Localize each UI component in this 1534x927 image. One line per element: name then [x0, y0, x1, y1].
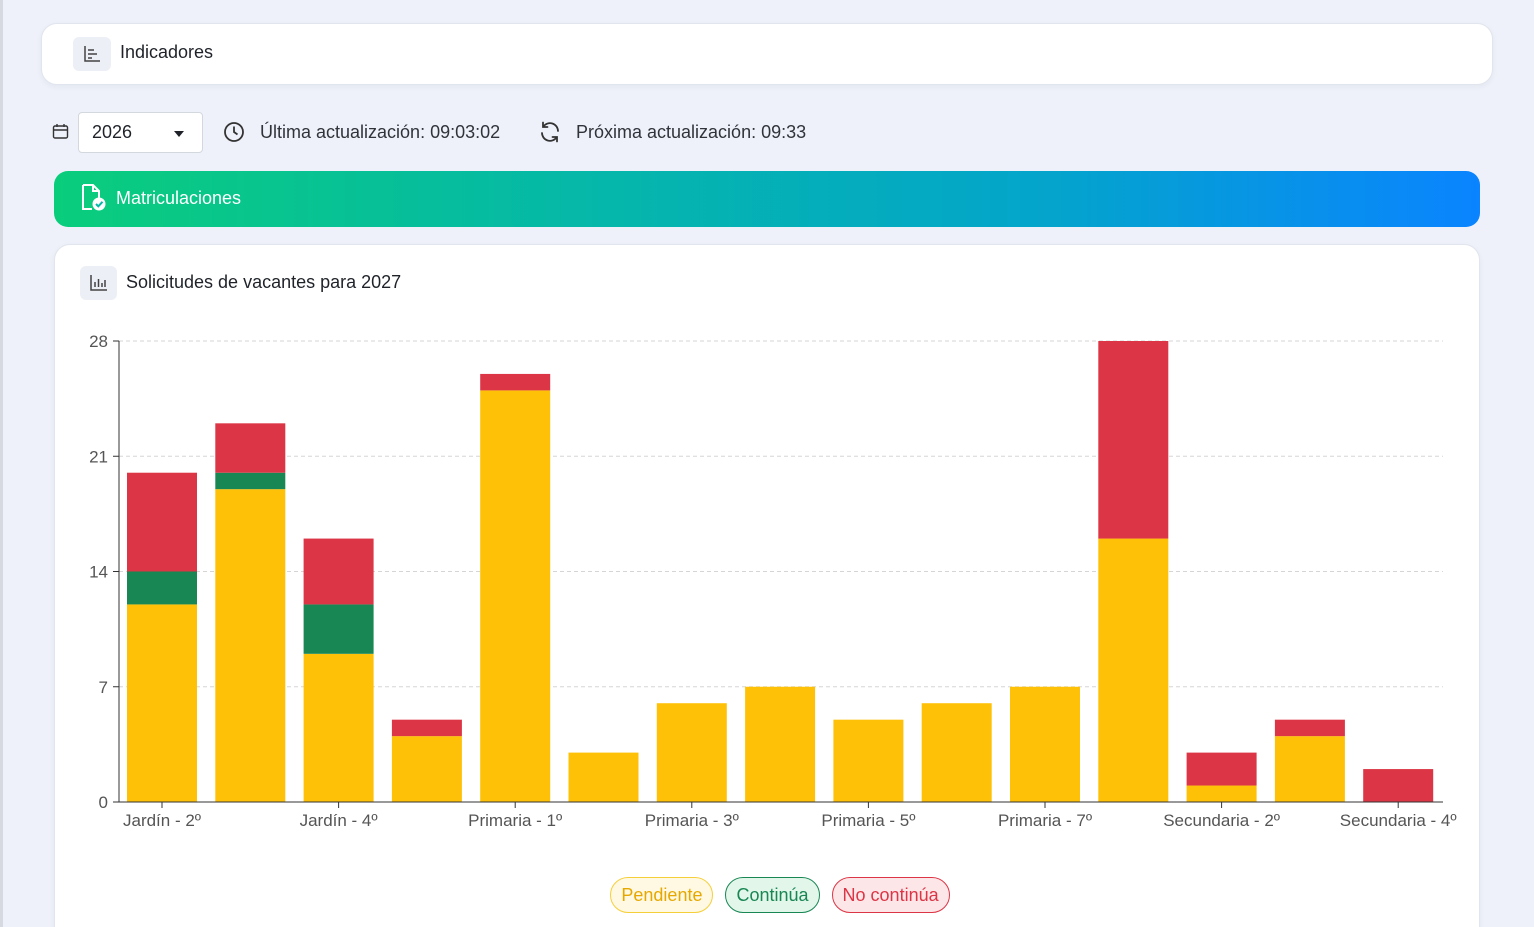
file-check-icon [79, 183, 109, 218]
bar-13-series-1[interactable] [1186, 785, 1257, 802]
bar-14-series-3[interactable] [1274, 719, 1345, 737]
x-tick-label-3: Jardín - 4º [300, 811, 378, 830]
x-tick-label-7: Primaria - 3º [645, 811, 739, 830]
stacked-bar-chart: 0 7 14 21 28 Jardín - 2º Jardín - 4º Primaria -… [89, 332, 1457, 830]
bar-13-series-3[interactable] [1186, 752, 1257, 786]
bar-3-series-3[interactable] [303, 538, 374, 605]
bar-4-series-1[interactable] [391, 736, 462, 802]
x-tick-label-5: Primaria - 1º [468, 811, 562, 830]
bar-4-series-3[interactable] [391, 719, 462, 737]
y-tick-label-0: 0 [99, 793, 108, 812]
banner-title: Matriculaciones [116, 188, 242, 208]
calendar-icon [52, 123, 69, 145]
year-select[interactable]: 2026 [78, 112, 203, 153]
last-update-text: Última actualización: 09:03:02 [260, 122, 501, 142]
bar-2-series-3[interactable] [215, 423, 286, 473]
bar-1-series-2[interactable] [127, 571, 197, 605]
y-tick-label-1: 7 [99, 678, 108, 697]
bar-2-series-1[interactable] [215, 489, 286, 802]
chevron-down-icon [174, 131, 184, 137]
clock-icon [223, 121, 245, 148]
next-update-text: Próxima actualización: 09:33 [576, 122, 807, 142]
x-tick-label-1: Jardín - 2º [123, 811, 201, 830]
x-tick-label-13: Secundaria - 2º [1163, 811, 1280, 830]
bar-8-series-1[interactable] [745, 686, 816, 802]
refresh-icon[interactable] [538, 120, 562, 149]
x-tick-label-15: Secundaria - 4º [1340, 811, 1457, 830]
section-banner: Matriculaciones [54, 171, 1480, 227]
bar-14-series-1[interactable] [1274, 736, 1345, 802]
toolbar: 2026 Última actualización: 09:03:02 Próx… [52, 112, 952, 153]
bar-15-series-3[interactable] [1363, 769, 1434, 802]
bar-12-series-1[interactable] [1098, 538, 1169, 802]
bar-12-series-3[interactable] [1098, 341, 1169, 539]
bar-1-series-3[interactable] [127, 472, 197, 572]
bar-1-series-1[interactable] [127, 604, 197, 802]
x-tick-label-9: Primaria - 5º [821, 811, 915, 830]
y-tick-label-2: 14 [89, 563, 108, 582]
chart-title: Solicitudes de vacantes para 2027 [126, 272, 402, 292]
bar-10-series-1[interactable] [921, 703, 992, 802]
bar-5-series-3[interactable] [480, 373, 551, 391]
page-title: Indicadores [120, 42, 214, 62]
bar-6-series-1[interactable] [568, 752, 639, 802]
x-tick-label-11: Primaria - 7º [998, 811, 1092, 830]
chart-legend: Pendiente Continúa No continúa [55, 877, 1481, 913]
bar-9-series-1[interactable] [833, 719, 904, 802]
bar-5-series-1[interactable] [480, 390, 551, 802]
bar-3-series-2[interactable] [303, 604, 374, 654]
chart-card: Solicitudes de vacantes para 2027 0 7 14 21… [54, 244, 1480, 927]
left-edge-divider [0, 0, 3, 927]
bar-7-series-1[interactable] [656, 703, 727, 802]
bar-chart-icon [80, 266, 117, 300]
year-select-value: 2026 [92, 122, 133, 142]
chart-lines-icon [73, 37, 111, 71]
legend-item-2[interactable]: Continúa [725, 877, 820, 913]
y-tick-label-4: 28 [89, 332, 108, 351]
y-tick-label-3: 21 [89, 447, 108, 466]
legend-item-1[interactable]: Pendiente [610, 877, 714, 913]
bar-2-series-2[interactable] [215, 472, 286, 490]
bar-3-series-1[interactable] [303, 653, 374, 802]
legend-item-3[interactable]: No continúa [831, 877, 950, 913]
bar-11-series-1[interactable] [1010, 686, 1080, 802]
header-card: Indicadores [41, 23, 1493, 85]
